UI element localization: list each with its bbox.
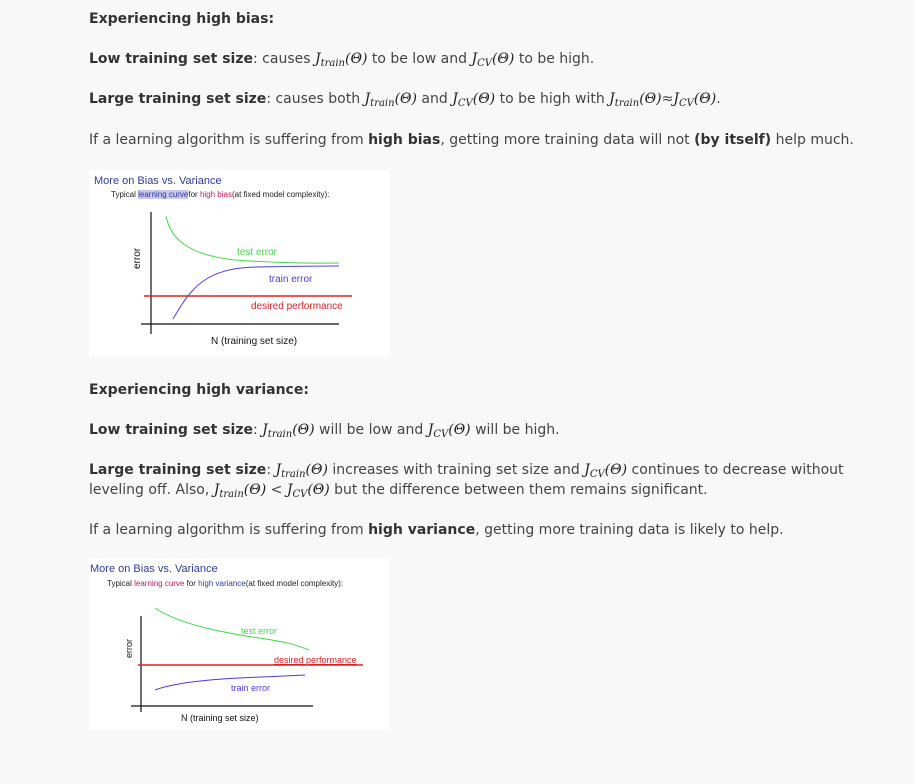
j-cv-symbol: JCV(Θ) — [673, 91, 717, 109]
j-cv-symbol: JCV(Θ) — [286, 482, 330, 500]
fig1-learning-curve-link[interactable]: learning curve — [138, 190, 189, 199]
variance-large-text-3: continues to decrease without — [627, 462, 844, 478]
j-train-symbol: Jtrain(Θ) — [364, 91, 417, 109]
j-train-symbol: Jtrain(Θ) — [314, 51, 368, 69]
bias-summary-text-2: , getting more training data will not — [440, 132, 695, 148]
variance-low-text-1: : — [253, 422, 263, 438]
j-train-symbol: Jtrain(Θ) — [213, 482, 267, 500]
bias-large-text-2: and — [416, 91, 453, 107]
fig2-x-label: N (training set size) — [181, 713, 259, 723]
fig1-plot — [141, 212, 352, 334]
j-train-symbol: Jtrain(Θ) — [609, 91, 662, 109]
j-train-symbol: Jtrain(Θ) — [275, 462, 328, 480]
fig1-title: More on Bias vs. Variance — [94, 175, 222, 187]
bias-low-text-2: to be low and — [367, 51, 472, 67]
variance-large-text-4: leveling off. Also, — [89, 482, 214, 498]
fig2-subtitle: Typical learning curve for high variance… — [107, 579, 344, 588]
approx-symbol: ≈ — [661, 91, 674, 107]
variance-low-label: Low training set size — [89, 422, 253, 438]
bias-low-text-1: : causes — [253, 51, 315, 67]
fig2-desired-label: desired performance — [274, 655, 357, 665]
high-bias-learning-curve-figure: More on Bias vs. Variance Typical learni… — [89, 170, 390, 356]
fig2-train-label: train error — [231, 683, 271, 693]
variance-large-label: Large training set size — [89, 462, 267, 478]
bias-summary-text-1: If a learning algorithm is suffering fro… — [89, 132, 369, 148]
bias-heading: Experiencing high bias: — [89, 11, 275, 27]
fig1-test-label: test error — [237, 247, 278, 258]
fig2-plot — [131, 607, 363, 712]
variance-summary-bold: high variance — [368, 522, 476, 538]
bias-large-paragraph: Large training set size: causes both Jtr… — [89, 89, 721, 114]
variance-summary: If a learning algorithm is suffering fro… — [89, 520, 784, 540]
variance-summary-text-1: If a learning algorithm is suffering fro… — [89, 522, 369, 538]
bias-summary-bold-1: high bias — [368, 132, 441, 148]
fig2-train-curve — [154, 674, 306, 691]
bias-large-label: Large training set size — [89, 91, 267, 107]
bias-large-text-1: : causes both — [266, 91, 365, 107]
bias-low-label: Low training set size — [89, 51, 253, 67]
high-variance-learning-curve-figure: More on Bias vs. Variance Typical learni… — [89, 558, 389, 730]
bias-low-text-3: to be high. — [514, 51, 595, 67]
fig1-train-label: train error — [269, 274, 313, 285]
fig1-x-label: N (training set size) — [211, 336, 298, 347]
variance-large-text-2: increases with training set size and — [327, 462, 585, 478]
j-cv-symbol: JCV(Θ) — [427, 422, 471, 440]
variance-low-paragraph: Low training set size: Jtrain(Θ) will be… — [89, 420, 560, 445]
variance-low-text-2: will be low and — [314, 422, 428, 438]
bias-low-paragraph: Low training set size: causes Jtrain(Θ) … — [89, 49, 594, 74]
fig2-test-curve — [154, 607, 310, 651]
fig1-subtitle: Typical learning curvefor high bias(at f… — [111, 190, 330, 199]
variance-large-paragraph-line-2: leveling off. Also, Jtrain(Θ) < JCV(Θ) b… — [89, 480, 708, 505]
variance-large-paragraph-line-1: Large training set size: Jtrain(Θ) incre… — [89, 460, 844, 485]
j-cv-symbol: JCV(Θ) — [584, 462, 628, 480]
bias-large-text-3: to be high with — [495, 91, 610, 107]
j-cv-symbol: JCV(Θ) — [452, 91, 496, 109]
fig1-train-curve — [172, 265, 340, 320]
fig2-title: More on Bias vs. Variance — [90, 563, 218, 575]
fig2-y-label: error — [124, 638, 134, 658]
bias-summary-bold-2: (by itself) — [694, 132, 772, 148]
fig2-learning-curve-link[interactable]: learning curve — [134, 579, 185, 588]
variance-summary-text-2: , getting more training data is likely t… — [475, 522, 784, 538]
variance-heading: Experiencing high variance: — [89, 382, 309, 398]
fig1-desired-label: desired performance — [251, 301, 343, 312]
bias-summary-text-3: help much. — [771, 132, 854, 148]
variance-large-text-5: but the difference between them remains … — [329, 482, 708, 498]
fig1-test-curve — [165, 215, 340, 264]
fig1-y-label: error — [132, 247, 143, 269]
j-train-symbol: Jtrain(Θ) — [262, 422, 315, 440]
variance-low-text-3: will be high. — [470, 422, 560, 438]
less-than-symbol: < — [266, 482, 287, 498]
variance-large-text-1: : — [266, 462, 276, 478]
bias-summary: If a learning algorithm is suffering fro… — [89, 130, 854, 150]
bias-large-text-4: . — [716, 91, 721, 107]
fig2-test-label: test error — [241, 626, 278, 636]
j-cv-symbol: JCV(Θ) — [471, 51, 515, 69]
